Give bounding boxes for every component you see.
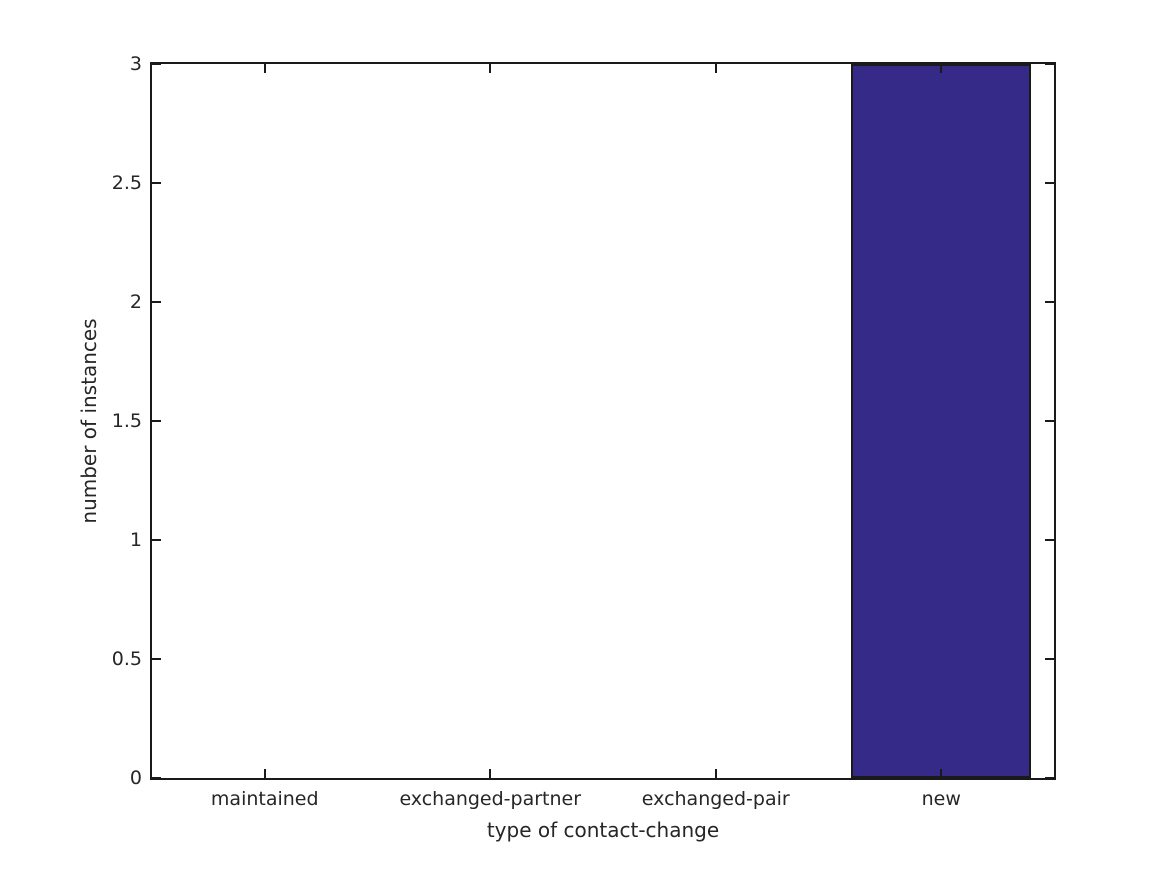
x-tick-label: exchanged-pair <box>641 788 790 810</box>
x-axis-label: type of contact-change <box>486 818 720 842</box>
axis-tick <box>1045 420 1054 422</box>
axis-tick <box>1045 182 1054 184</box>
axis-tick <box>152 539 161 541</box>
axis-tick <box>1045 539 1054 541</box>
axis-tick <box>263 769 266 778</box>
y-tick-label: 1 <box>129 529 142 551</box>
plot-area <box>150 62 1056 780</box>
axis-tick <box>1045 658 1054 660</box>
y-tick-label: 2 <box>129 291 142 313</box>
x-tick-label: maintained <box>210 788 319 810</box>
axis-tick <box>1045 63 1054 65</box>
y-tick-label: 3 <box>129 53 142 75</box>
axis-tick <box>714 769 717 778</box>
x-tick-label: new <box>921 788 961 810</box>
axis-tick <box>489 769 492 778</box>
axis-tick <box>152 301 161 303</box>
axis-tick <box>1045 301 1054 303</box>
axis-tick <box>489 64 492 73</box>
axis-tick <box>152 658 161 660</box>
axis-tick <box>940 769 943 778</box>
axis-tick <box>1045 777 1054 779</box>
axis-tick <box>152 420 161 422</box>
y-tick-label: 1.5 <box>111 410 142 432</box>
x-tick-label: exchanged-partner <box>399 788 582 810</box>
axis-tick <box>152 777 161 779</box>
y-tick-label: 2.5 <box>111 172 142 194</box>
axis-tick <box>714 64 717 73</box>
y-tick-label: 0 <box>129 767 142 789</box>
y-tick-label: 0.5 <box>111 648 142 670</box>
bar-new <box>851 64 1032 778</box>
axis-tick <box>152 63 161 65</box>
axis-tick <box>152 182 161 184</box>
axis-tick <box>940 64 943 73</box>
axis-tick <box>263 64 266 73</box>
